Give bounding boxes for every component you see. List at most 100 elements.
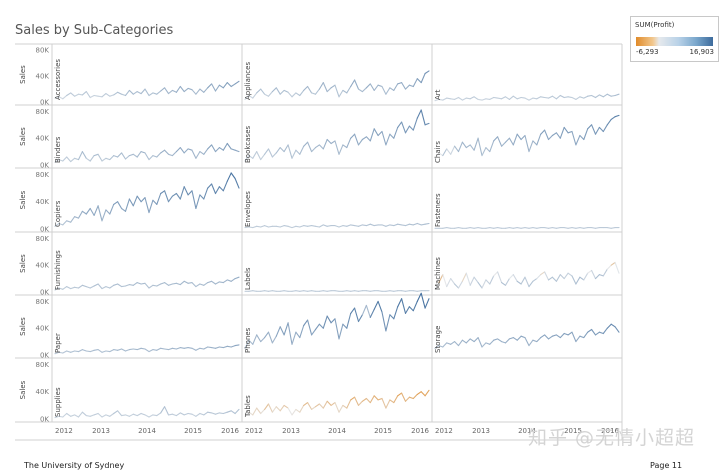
series-segment-fasteners [465,227,471,229]
series-segment-binders [195,151,201,159]
series-segment-chairs [614,114,620,118]
series-segment-binders [203,148,209,155]
series-segment-storage [438,345,444,348]
series-segment-fasteners [567,227,573,229]
series-segment-binders [175,147,181,153]
series-segment-art [485,98,491,100]
series-segment-copiers [81,210,87,215]
series-segment-storage [434,345,440,349]
series-segment-chairs [536,133,542,146]
series-segment-paper [207,346,213,349]
series-segment-furnishings [121,285,127,288]
series-segment-supplies [191,413,197,417]
series-segment-tables [420,391,426,397]
series-segment-envelopes [287,225,293,229]
series-segment-supplies [74,414,80,418]
series-segment-storage [501,341,507,344]
series-segment-copiers [179,186,185,200]
series-segment-art [567,96,573,99]
series-segment-furnishings [93,283,99,287]
series-segment-furnishings [81,284,87,288]
series-segment-machines [461,272,467,282]
series-segment-supplies [124,414,130,417]
series-segment-art [594,94,600,99]
series-segment-phones [303,319,309,327]
series-segment-supplies [144,414,150,418]
series-segment-paper [77,349,83,353]
series-segment-phones [350,307,356,314]
series-segment-bookcases [244,155,250,162]
series-segment-envelopes [264,225,270,228]
series-segment-accessories [171,89,177,93]
series-segment-storage [469,338,475,343]
series-segment-labels [377,290,383,292]
series-segment-chairs [493,136,499,142]
series-segment-storage [575,335,581,343]
y-tick-label: 80K [36,47,50,55]
series-segment-chairs [528,140,534,153]
series-segment-binders [218,147,224,151]
series-segment-bookcases [318,144,324,150]
series-segment-furnishings [148,284,154,289]
series-segment-accessories [97,95,103,98]
page-title: Sales by Sub-Categories [15,23,174,38]
series-segment-appliances [385,87,391,95]
series-segment-fasteners [563,227,569,229]
series-segment-phones [318,323,324,329]
series-segment-accessories [164,87,170,95]
series-segment-copiers [175,192,181,200]
series-segment-appliances [279,89,285,95]
series-segment-chairs [610,116,616,120]
series-segment-accessories [140,88,146,95]
series-segment-bookcases [369,128,375,142]
series-segment-supplies [152,414,158,417]
series-segment-copiers [117,201,123,210]
series-segment-appliances [244,94,250,100]
series-segment-paper [152,349,158,351]
y-tick-label: 40K [36,198,50,206]
series-segment-art [575,96,581,100]
series-segment-bookcases [279,147,285,153]
series-segment-copiers [132,195,138,207]
series-segment-machines [583,272,589,281]
y-axis-title: Sales [19,65,27,84]
series-segment-copiers [124,198,130,212]
series-segment-art [461,97,467,101]
series-segment-bookcases [252,151,258,159]
series-segment-accessories [187,87,193,91]
series-segment-bookcases [248,155,254,159]
series-segment-tables [373,395,379,401]
series-segment-furnishings [132,282,138,286]
series-segment-paper [121,348,127,352]
series-segment-storage [477,337,483,348]
series-segment-machines [567,272,573,277]
series-segment-tables [252,407,258,416]
series-segment-tables [291,408,297,416]
series-segment-labels [311,290,317,292]
y-axis-title: Sales [19,254,27,273]
series-segment-appliances [283,89,289,93]
series-segment-chairs [579,134,585,141]
series-segment-art [457,96,463,101]
series-segment-binders [113,155,119,158]
series-segment-labels [350,290,356,292]
series-segment-machines [501,282,507,286]
series-segment-appliances [330,84,336,89]
series-segment-binders [164,149,170,155]
series-segment-fasteners [571,227,577,229]
series-segment-bookcases [404,125,410,134]
series-segment-machines [591,269,597,280]
series-segment-copiers [230,172,236,180]
series-segment-tables [365,397,371,404]
series-segment-bookcases [416,109,422,119]
x-tick-label: 2016 [411,427,429,435]
series-segment-envelopes [389,224,395,227]
series-segment-fasteners [457,227,463,229]
panel-label-envelopes: Envelopes [244,191,252,227]
series-segment-tables [385,399,391,409]
series-segment-phones [365,304,371,318]
series-segment-supplies [203,411,209,416]
series-segment-art [559,94,565,99]
series-segment-fasteners [551,227,557,229]
x-tick-label: 2015 [184,427,202,435]
